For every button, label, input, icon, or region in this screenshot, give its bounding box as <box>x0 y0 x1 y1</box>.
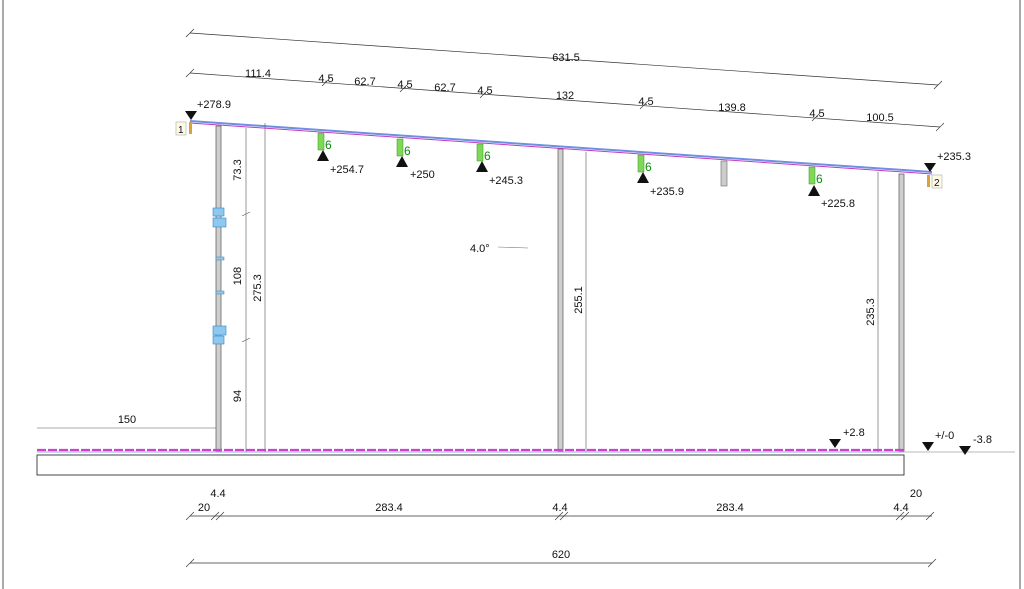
top-seg-5: 62.7 <box>434 82 455 94</box>
level-floor: +2.8 <box>843 427 865 439</box>
level-rafter-5: +225.8 <box>821 198 855 210</box>
top-overall-dimension: 631.5 <box>185 28 943 90</box>
dim-bottom-1: 20 <box>198 502 210 514</box>
rafter-5-tag: 6 <box>816 172 823 186</box>
dim-left-total: 275.3 <box>252 274 264 302</box>
left-vertical-dimensions: 73.3 108 94 275.3 <box>232 123 266 452</box>
dim-bottom-left-top: 4.4 <box>210 488 225 500</box>
roof-beam <box>189 120 933 175</box>
slope-label: 4.0° <box>470 243 490 255</box>
window-fittings <box>212 207 227 345</box>
level-rafter-1: +254.7 <box>330 164 364 176</box>
top-seg-6: 4.5 <box>477 85 492 97</box>
top-seg-11: 100.5 <box>866 112 894 124</box>
axis-marker-1-box <box>175 121 187 136</box>
dim-bottom-overall: 620 <box>552 549 570 561</box>
middle-vertical-dimension: 255.1 <box>573 152 587 452</box>
rafter-5: 6 +225.8 <box>808 166 855 210</box>
top-seg-10: 4.5 <box>809 108 824 120</box>
top-seg-1: 111.4 <box>245 68 271 80</box>
dim-bottom-2: 283.4 <box>375 502 403 514</box>
rafter-3-tag: 6 <box>484 149 491 163</box>
dim-bottom-4: 20 <box>910 488 922 500</box>
level-marker-roof-left <box>185 111 197 120</box>
dim-left-lower: 94 <box>232 390 244 402</box>
foundation-slab <box>36 454 905 476</box>
dim-right-height: 235.3 <box>865 298 877 326</box>
level-roof-left: +278.9 <box>197 99 231 111</box>
rafter-4-tag: 6 <box>645 160 652 174</box>
dim-ground-extension: 150 <box>118 414 136 426</box>
level-rafter-4: +235.9 <box>650 186 684 198</box>
level-ground: -3.8 <box>973 434 992 446</box>
ground-extension-dimension: 150 <box>37 414 216 429</box>
dim-left-window: 108 <box>232 267 244 285</box>
level-rafter-3: +245.3 <box>489 175 523 187</box>
level-marker-roof-right <box>924 163 936 172</box>
level-roof-right: +235.3 <box>937 151 971 163</box>
level-marker-floor <box>829 439 841 448</box>
top-seg-2: 4.5 <box>318 73 333 85</box>
dim-left-upper: 73.3 <box>232 159 244 180</box>
level-marker-zero <box>922 442 934 451</box>
bottom-overall-dimension: 620 <box>185 549 937 568</box>
rafter-1: 6 +254.7 <box>317 132 364 176</box>
top-seg-9: 139.8 <box>718 102 746 114</box>
purlin-post <box>720 160 728 187</box>
dim-bottom-3: 283.4 <box>716 502 744 514</box>
right-vertical-dimension: 235.3 <box>865 172 879 452</box>
axis-marker-1: 1 <box>178 125 184 136</box>
top-seg-4: 4.5 <box>397 79 412 91</box>
axis-marker-2: 2 <box>934 178 940 189</box>
slope-indicator <box>497 246 529 249</box>
axis-marker-2-box <box>931 174 943 189</box>
level-marker-ground <box>959 446 971 455</box>
level-zero: +/-0 <box>935 430 954 442</box>
rafter-4: 6 +235.9 <box>637 154 684 198</box>
rafter-2: 6 +250 <box>396 138 435 181</box>
post-left <box>215 125 222 452</box>
top-seg-3: 62.7 <box>354 76 375 88</box>
level-rafter-2: +250 <box>410 169 435 181</box>
top-seg-8: 4.5 <box>638 96 653 108</box>
top-segment-dimension: 111.4 4.5 62.7 4.5 62.7 4.5 132 4.5 139.… <box>185 68 945 132</box>
dim-bottom-mid-small: 4.4 <box>552 502 567 514</box>
post-middle <box>557 148 564 452</box>
rafter-1-tag: 6 <box>325 138 332 152</box>
bottom-segment-dimension: 4.4 20 283.4 4.4 283.4 4.4 20 <box>185 488 935 521</box>
dim-bottom-right-small: 4.4 <box>893 502 908 514</box>
post-right <box>898 173 905 452</box>
bearing-right <box>927 175 930 187</box>
dim-mid-height: 255.1 <box>573 286 585 314</box>
top-overall-label: 631.5 <box>552 52 580 64</box>
rafter-3: 6 +245.3 <box>476 143 523 187</box>
bearing-left <box>189 122 192 134</box>
rafter-2-tag: 6 <box>404 144 411 158</box>
top-seg-7: 132 <box>556 90 574 102</box>
